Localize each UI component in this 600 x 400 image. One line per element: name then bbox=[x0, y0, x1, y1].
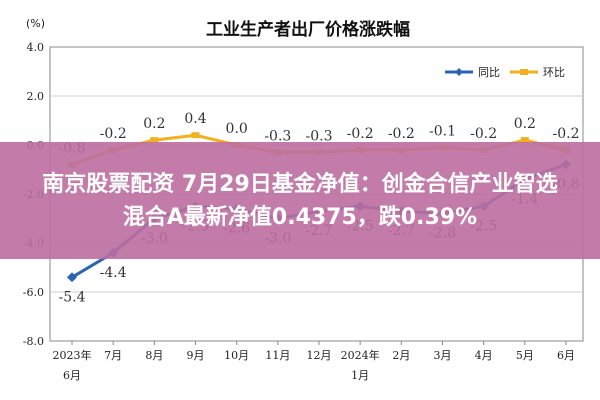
data-label-mom: -0.3 bbox=[264, 128, 291, 144]
data-label-mom: 0.2 bbox=[143, 116, 165, 132]
data-point-mom bbox=[191, 132, 200, 139]
x-tick-label: 10月 bbox=[224, 349, 249, 362]
data-label-mom: -0.2 bbox=[470, 126, 497, 142]
legend-marker bbox=[520, 69, 528, 75]
x-tick-label: 7月 bbox=[104, 349, 122, 362]
overlay-line-1: 南京股票配资 7月29日基金净值：创金合信产业智选 bbox=[42, 171, 558, 197]
x-tick-label: 8月 bbox=[145, 349, 163, 362]
y-axis-unit-label: (%) bbox=[26, 17, 45, 30]
data-label-yoy: -5.4 bbox=[59, 289, 86, 305]
data-label-mom: 0.2 bbox=[514, 116, 536, 132]
x-tick-label: 3月 bbox=[434, 349, 452, 362]
legend-label: 同比 bbox=[478, 66, 500, 79]
data-label-mom: 0.4 bbox=[184, 111, 206, 127]
data-point-yoy bbox=[67, 272, 77, 283]
y-tick-label: -8.0 bbox=[23, 335, 44, 348]
x-tick-label: 1月 bbox=[351, 369, 369, 382]
x-tick-label: 2023年 bbox=[53, 348, 92, 362]
data-label-mom: -0.2 bbox=[347, 126, 374, 142]
x-tick-label: 9月 bbox=[187, 349, 205, 362]
x-tick-label: 11月 bbox=[265, 349, 290, 362]
x-tick-label: 6月 bbox=[557, 349, 575, 362]
overlay-line-2: 混合A最新净值0.4375，跌0.39% bbox=[122, 204, 478, 230]
data-label-mom: -0.2 bbox=[100, 126, 127, 142]
x-axis: 2023年 6月 7月 8月 9月 10月 11月 12月 2024年 1月 2月 3月 4月 5月 6月 bbox=[53, 341, 575, 382]
data-label-yoy: -4.4 bbox=[100, 265, 127, 281]
data-label-mom: -0.2 bbox=[553, 126, 580, 142]
data-label-mom: -0.2 bbox=[388, 126, 415, 142]
x-tick-label: 2月 bbox=[392, 349, 410, 362]
x-tick-label: 2024年 bbox=[341, 348, 380, 362]
overlay-banner: 南京股票配资 7月29日基金净值：创金合信产业智选 混合A最新净值0.4375，… bbox=[0, 142, 600, 259]
x-tick-label: 6月 bbox=[63, 369, 81, 382]
legend-marker bbox=[455, 68, 463, 76]
y-tick-label: 4.0 bbox=[27, 41, 45, 54]
data-label-mom: -0.1 bbox=[429, 123, 456, 139]
x-tick-label: 4月 bbox=[475, 349, 493, 362]
x-tick-label: 12月 bbox=[307, 349, 332, 362]
legend-label: 环比 bbox=[543, 66, 565, 79]
x-tick-label: 5月 bbox=[516, 349, 534, 362]
data-point-mom bbox=[520, 137, 529, 144]
legend: 同比 环比 bbox=[445, 66, 565, 79]
y-tick-label: -6.0 bbox=[23, 286, 44, 299]
y-tick-label: 2.0 bbox=[27, 90, 45, 103]
chart-title: 工业生产者出厂价格涨跌幅 bbox=[206, 19, 410, 40]
data-label-mom: 0.0 bbox=[226, 121, 248, 137]
data-label-mom: -0.3 bbox=[306, 128, 333, 144]
data-point-mom bbox=[150, 137, 159, 144]
